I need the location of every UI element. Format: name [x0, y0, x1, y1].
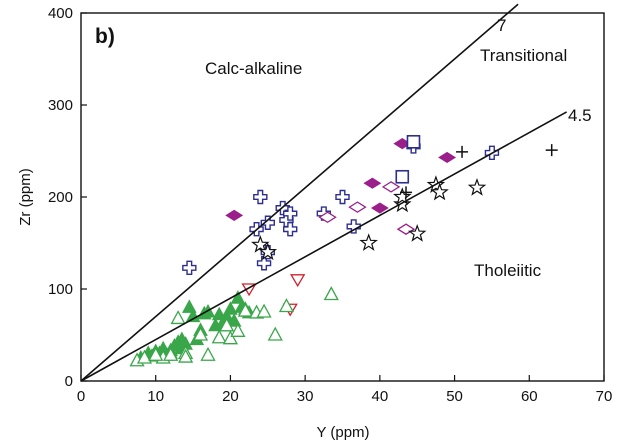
point-open-triangle: [256, 303, 272, 318]
point-filled-triangle: [211, 306, 227, 321]
point-open-star: [430, 182, 449, 201]
point-open-star: [467, 178, 487, 196]
region-label-calc-alkaline: Calc-alkaline: [205, 59, 302, 78]
point-open-star: [359, 233, 378, 251]
point-open-star: [251, 235, 270, 253]
x-tick-label: 10: [147, 388, 164, 405]
point-open-cross: [283, 222, 298, 237]
point-open-triangle: [323, 286, 339, 301]
reference-line-7: [80, 3, 519, 382]
point-open-square: [406, 135, 421, 149]
point-open-square: [395, 169, 410, 184]
point-open-cross: [283, 206, 298, 221]
point-open-star: [393, 187, 412, 205]
point-open-star: [258, 242, 278, 261]
point-open-triangle: [136, 349, 153, 364]
point-plus: [545, 144, 558, 157]
point-open-triangle: [237, 302, 253, 317]
point-open-triangle: [222, 330, 239, 345]
point-open-triangle: [278, 298, 295, 313]
y-tick-label: 200: [48, 189, 73, 206]
x-tick-label: 30: [297, 388, 314, 405]
point-open-triangle: [192, 326, 209, 341]
point-filled-triangle: [226, 313, 242, 327]
region-label-transitional: Transitional: [480, 46, 567, 65]
point-open-triangle-down: [290, 274, 306, 288]
point-filled-diamond: [370, 202, 389, 214]
point-filled-diamond: [225, 209, 244, 221]
panel-label: b): [95, 25, 115, 48]
point-filled-diamond: [438, 151, 457, 164]
point-filled-diamond: [363, 177, 382, 189]
x-tick-label: 40: [372, 388, 389, 405]
point-open-triangle: [170, 310, 186, 325]
point-open-cross: [182, 260, 197, 276]
x-tick-label: 60: [521, 388, 538, 405]
point-open-triangle: [178, 348, 194, 363]
point-filled-triangle: [181, 299, 197, 313]
y-tick-label: 100: [48, 281, 73, 298]
ratio-label-4-5: 4.5: [568, 106, 592, 125]
point-filled-triangle: [185, 308, 201, 323]
y-tick-label: 300: [48, 97, 73, 114]
region-label-tholeiitic: Tholeiitic: [474, 261, 542, 280]
point-open-triangle: [211, 329, 227, 344]
point-open-cross: [256, 256, 272, 271]
point-open-triangle: [148, 346, 164, 361]
plot-axes: 0 10 20 30 40 50 60 70 0 100 200 300 400: [48, 5, 612, 405]
point-filled-triangle: [223, 301, 238, 315]
y-tick-label: 0: [65, 373, 73, 390]
y-tick-label: 400: [48, 5, 73, 22]
point-plus: [400, 186, 413, 199]
point-open-diamond: [318, 211, 337, 224]
data-marks: [129, 135, 558, 367]
x-tick-label: 50: [446, 388, 463, 405]
x-tick-label: 20: [222, 388, 239, 405]
point-open-triangle: [219, 317, 235, 332]
x-tick-label: 0: [77, 388, 85, 405]
point-open-cross: [346, 219, 361, 234]
point-filled-triangle: [174, 331, 190, 346]
x-tick-label: 70: [596, 388, 613, 405]
ratio-label-7: 7: [497, 16, 506, 35]
point-open-star: [407, 224, 427, 242]
point-open-triangle: [200, 346, 216, 361]
point-open-diamond: [381, 181, 401, 193]
reference-line-4-5: [80, 111, 568, 382]
point-open-diamond: [348, 201, 367, 213]
x-axis-title: Y (ppm): [316, 424, 369, 441]
point-open-cross: [253, 189, 268, 205]
point-open-cross: [335, 189, 350, 205]
y-axis-title: Zr (ppm): [17, 168, 34, 226]
point-open-triangle: [267, 326, 283, 341]
point-open-triangle: [163, 346, 179, 361]
point-open-triangle: [230, 322, 246, 337]
point-plus: [456, 145, 469, 158]
point-open-cross: [260, 215, 275, 230]
reference-lines: [80, 3, 568, 382]
point-filled-triangle: [230, 290, 246, 304]
